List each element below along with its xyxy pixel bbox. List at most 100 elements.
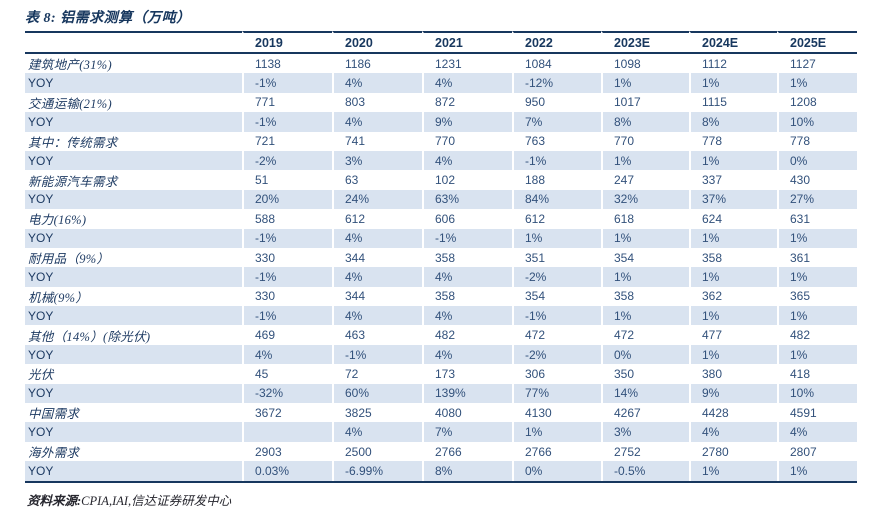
cell-value: -1% (512, 150, 601, 171)
cell-value: -1% (242, 73, 332, 93)
cell-value: 1186 (332, 54, 422, 74)
cell-value: 0% (601, 344, 689, 365)
cell-value: 950 (512, 92, 601, 113)
demand-table: 2019 2020 2021 2022 2023E 2024E 2025E 建筑地产(31%… (25, 31, 857, 483)
row-label: YOY (25, 461, 242, 481)
cell-value: 771 (242, 92, 332, 113)
cell-value: 2780 (689, 441, 777, 462)
cell-value: 588 (242, 209, 332, 229)
cell-value: 0.03% (242, 461, 332, 481)
cell-value: 37% (689, 189, 777, 210)
cell-value: 77% (512, 383, 601, 404)
cell-value: 380 (689, 364, 777, 384)
row-label: YOY (25, 228, 242, 248)
cell-value: 463 (332, 325, 422, 345)
cell-value: 1% (777, 267, 857, 287)
column-header: 2020 (332, 31, 422, 52)
cell-value: 1% (689, 461, 777, 481)
cell-value: 1138 (242, 54, 332, 74)
cell-value: 1208 (777, 92, 857, 113)
cell-value (242, 422, 332, 442)
cell-value: 358 (689, 247, 777, 268)
cell-value: 1231 (422, 54, 512, 74)
cell-value: 358 (422, 286, 512, 307)
cell-value: 8% (601, 112, 689, 132)
cell-value: 3672 (242, 403, 332, 423)
cell-value: -32% (242, 383, 332, 404)
row-label: 新能源汽车需求 (28, 174, 118, 189)
cell-value: 306 (512, 364, 601, 384)
header-bottom-rule (25, 52, 857, 54)
cell-value: 358 (422, 247, 512, 268)
cell-value: 3% (332, 150, 422, 171)
cell-value: 9% (689, 383, 777, 404)
cell-value: 354 (601, 247, 689, 268)
cell-value: 1% (512, 228, 601, 248)
cell-value: -6.99% (332, 461, 422, 481)
cell-value: 472 (512, 325, 601, 345)
table-row: YOY -2% 3% 4% -1% 1% 1% 0% (25, 150, 857, 171)
cell-value: 330 (242, 247, 332, 268)
cell-value: 1% (777, 306, 857, 326)
cell-value: 63 (332, 170, 422, 190)
cell-value: -2% (512, 344, 601, 365)
row-label: YOY (25, 383, 242, 404)
cell-value: 247 (601, 170, 689, 190)
cell-value: 51 (242, 170, 332, 190)
row-label: YOY (25, 189, 242, 210)
cell-value: 8% (689, 112, 777, 132)
row-label: YOY (25, 73, 242, 93)
cell-value: 102 (422, 170, 512, 190)
row-label: 电力(16%) (28, 213, 87, 228)
cell-value: 3825 (332, 403, 422, 423)
cell-value: 1% (777, 73, 857, 93)
cell-value: -1% (242, 267, 332, 287)
cell-value: 358 (601, 286, 689, 307)
table-row: 光伏 45 72 173 306 350 380 418 (25, 364, 857, 384)
table-row: 耐用品（9%） 330 344 358 351 354 358 361 (25, 247, 857, 268)
cell-value: 4% (777, 422, 857, 442)
table-body: 建筑地产(31%) 1138 1186 1231 1084 1098 1112 1127 YOY… (25, 54, 857, 481)
cell-value: 4% (689, 422, 777, 442)
cell-value: -2% (242, 150, 332, 171)
cell-value: -1% (512, 306, 601, 326)
cell-value: 361 (777, 247, 857, 268)
cell-value: 721 (242, 131, 332, 151)
cell-value: 4% (332, 73, 422, 93)
cell-value: 4080 (422, 403, 512, 423)
table-row: YOY 4% 7% 1% 3% 4% 4% (25, 422, 857, 442)
cell-value: 4267 (601, 403, 689, 423)
cell-value: 1017 (601, 92, 689, 113)
cell-value: 45 (242, 364, 332, 384)
table-row: YOY -32% 60% 139% 77% 14% 9% 10% (25, 383, 857, 404)
cell-value: 20% (242, 189, 332, 210)
cell-value: 188 (512, 170, 601, 190)
table-row: YOY 4% -1% 4% -2% 0% 1% 1% (25, 344, 857, 365)
row-label: YOY (25, 112, 242, 132)
cell-value: 0% (512, 461, 601, 481)
cell-value: 624 (689, 209, 777, 229)
cell-value: 1% (777, 228, 857, 248)
cell-value: 350 (601, 364, 689, 384)
cell-value: -1% (422, 228, 512, 248)
cell-value: 770 (422, 131, 512, 151)
cell-value: 1% (601, 228, 689, 248)
cell-value: 4% (422, 306, 512, 326)
cell-value: -2% (512, 267, 601, 287)
table-row: YOY 20% 24% 63% 84% 32% 37% 27% (25, 189, 857, 210)
row-label: 机械(9%） (28, 290, 89, 305)
cell-value: 763 (512, 131, 601, 151)
cell-value: 344 (332, 247, 422, 268)
cell-value: 1% (601, 306, 689, 326)
cell-value: 2807 (777, 441, 857, 462)
cell-value: 14% (601, 383, 689, 404)
source-text: CPIA,IAI,信达证券研发中心 (81, 494, 232, 508)
cell-value: 778 (777, 131, 857, 151)
cell-value: 482 (777, 325, 857, 345)
table-row: 交通运输(21%) 771 803 872 950 1017 1115 1208 (25, 92, 857, 113)
cell-value: 430 (777, 170, 857, 190)
cell-value: 4428 (689, 403, 777, 423)
cell-value: 472 (601, 325, 689, 345)
cell-value: 365 (777, 286, 857, 307)
